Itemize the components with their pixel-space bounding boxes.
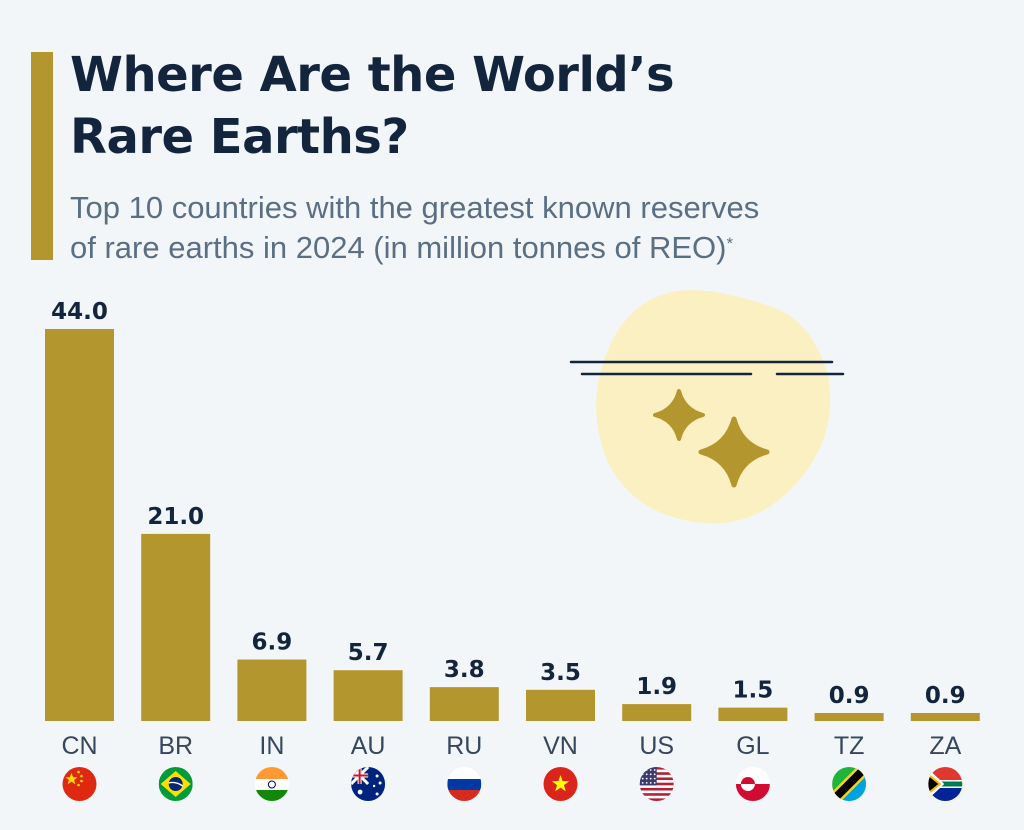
bar-vn <box>526 689 595 721</box>
ru-flag-icon <box>447 767 482 801</box>
category-label: VN <box>543 732 578 760</box>
bar-br <box>141 533 211 721</box>
title-line-1: Where Are the World’s <box>70 47 675 103</box>
bar-in <box>237 659 307 721</box>
category-label: TZ <box>834 732 865 760</box>
category-label: ZA <box>929 732 961 760</box>
gl-flag-icon <box>735 767 770 801</box>
value-label: 3.8 <box>444 657 485 683</box>
bar-au <box>333 670 403 721</box>
cn-flag-icon <box>62 767 97 801</box>
subtitle-line-2: of rare earths in 2024 (in million tonne… <box>70 230 727 265</box>
title-line-2: Rare Earths? <box>70 109 409 165</box>
subtitle-line-1: Top 10 countries with the greatest known… <box>70 190 760 225</box>
value-label: 44.0 <box>51 299 108 325</box>
in-flag-icon <box>254 767 289 801</box>
au-flag-icon <box>351 767 386 801</box>
br-flag-icon <box>158 767 193 801</box>
value-label: 0.9 <box>925 683 966 709</box>
value-label: 3.5 <box>540 660 581 686</box>
category-label: IN <box>259 732 284 760</box>
subtitle: Top 10 countries with the greatest known… <box>70 188 890 268</box>
value-label: 5.7 <box>348 640 389 666</box>
bar-tz <box>814 712 884 721</box>
category-label: GL <box>736 732 769 760</box>
us-flag-icon <box>639 767 674 801</box>
accent-bar <box>31 52 53 260</box>
bar-us <box>622 704 692 721</box>
bar-gl <box>718 707 788 721</box>
category-label: RU <box>446 732 482 760</box>
tz-flag-icon <box>832 767 867 801</box>
category-label: BR <box>158 732 193 760</box>
bar-ru <box>429 687 499 721</box>
sparkle-illustration <box>569 290 845 524</box>
sparkle-icon <box>653 389 705 441</box>
bar-cn <box>45 329 114 721</box>
value-label: 6.9 <box>252 630 293 656</box>
category-label: US <box>639 732 674 760</box>
value-label: 0.9 <box>829 683 870 709</box>
category-label: CN <box>61 732 97 760</box>
value-label: 21.0 <box>147 504 204 530</box>
illustration-blob <box>596 290 831 524</box>
sparkle-icon <box>698 416 770 488</box>
za-flag-icon <box>928 767 963 801</box>
vn-flag-icon <box>543 767 578 801</box>
bar-za <box>910 712 980 721</box>
value-label: 1.5 <box>733 678 774 704</box>
value-label: 1.9 <box>636 674 677 700</box>
footnote-mark: * <box>726 234 734 253</box>
category-label: AU <box>351 732 386 760</box>
page-title: Where Are the World’s Rare Earths? <box>70 44 790 168</box>
